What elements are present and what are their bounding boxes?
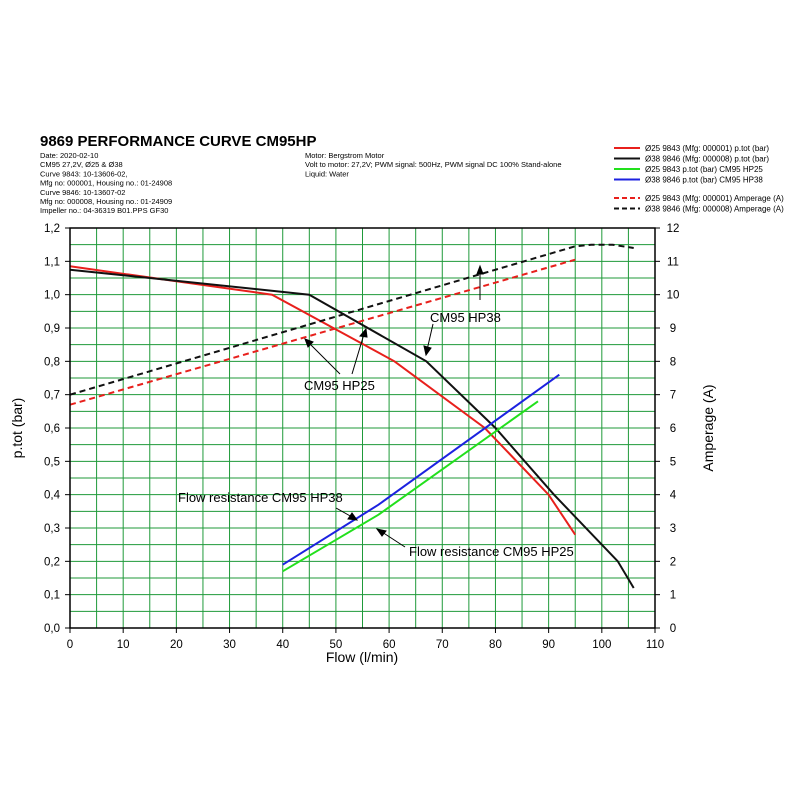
x-tick-label: 110 [646, 639, 664, 651]
info-text: Volt to motor: 27,2V; PWM signal: 500Hz,… [305, 160, 562, 169]
y2-tick-label: 8 [670, 356, 676, 368]
annotation: Flow resistance CM95 HP38 [178, 490, 343, 505]
y2-tick-label: 10 [667, 290, 680, 302]
info-text: Mfg no: 000001, Housing no.: 01-24908 [40, 179, 172, 188]
x-tick-label: 60 [383, 639, 396, 651]
y-tick-label: 1,1 [44, 256, 60, 268]
arrow [308, 342, 341, 375]
info-text: Curve 9846: 10-13607-02 [40, 188, 125, 197]
x-tick-label: 80 [489, 639, 502, 651]
x-tick-label: 10 [117, 639, 130, 651]
x-tick-label: 20 [170, 639, 183, 651]
plot-frame [69, 227, 656, 629]
chart-title: 9869 PERFORMANCE CURVE CM95HP [40, 133, 316, 150]
legend: Ø25 9843 (Mfg: 000001) p.tot (bar) Ø38 98… [614, 144, 784, 214]
info-text: CM95 27,2V, Ø25 & Ø38 [40, 160, 123, 169]
y2-tick-label: 2 [670, 556, 676, 568]
arrow [426, 323, 434, 351]
legend-label: Ø38 9846 (Mfg: 000008) Amperage (A) [645, 205, 784, 214]
arrow-head [359, 327, 368, 338]
y2-tick-label: 9 [670, 323, 676, 335]
y2-tick-label: 6 [670, 423, 676, 435]
legend-label: Ø25 9843 (Mfg: 000001) Amperage (A) [645, 194, 784, 203]
series-line [282, 373, 560, 566]
x-tick-label: 100 [592, 639, 611, 651]
x-tick-label: 40 [276, 639, 289, 651]
info-text: Liquid: Water [305, 169, 349, 178]
annotation: Flow resistance CM95 HP25 [409, 544, 574, 559]
y2-tick-label: 11 [667, 256, 679, 268]
x-tick-label: 90 [542, 639, 555, 651]
y2-axis-label: Amperage (A) [700, 384, 716, 471]
annotations [304, 264, 484, 548]
arrow [351, 333, 365, 375]
arrow-head [423, 345, 432, 357]
x-axis-label: Flow (l/min) [326, 649, 398, 665]
legend-label: Ø25 9843 (Mfg: 000001) p.tot (bar) [645, 144, 769, 153]
annotation: CM95 HP25 [304, 378, 375, 393]
info-text: Mfg no: 000008, Housing no.: 01-24909 [40, 197, 172, 206]
x-tick-label: 70 [436, 639, 449, 651]
y-tick-label: 0,9 [44, 323, 60, 335]
series-line [69, 265, 577, 536]
x-tick-label: 30 [223, 639, 236, 651]
legend-label: Ø38 9846 p.tot (bar) CM95 HP38 [645, 176, 763, 185]
y2-tick-label: 0 [670, 623, 676, 635]
y-tick-label: 0,8 [44, 356, 60, 368]
y-tick-label: 1,0 [44, 290, 60, 302]
y2-tick-label: 12 [667, 223, 680, 235]
y-tick-label: 0,5 [44, 456, 60, 468]
series-line [69, 268, 635, 589]
y-tick-label: 0,0 [44, 623, 60, 635]
legend-label: Ø25 9843 p.tot (bar) CM95 HP25 [645, 165, 763, 174]
y-axis-label: p.tot (bar) [9, 398, 25, 459]
info-text: Motor: Bergstrom Motor [305, 151, 385, 160]
y2-tick-label: 7 [670, 390, 676, 402]
legend-label: Ø38 9846 (Mfg: 000008) p.tot (bar) [645, 155, 769, 164]
x-tick-label: 0 [67, 639, 73, 651]
y-tick-label: 0,6 [44, 423, 60, 435]
grid: 0 10 20 30 40 50 60 70 80 90 100 1100,00,10,20,30,4… [44, 223, 679, 651]
y-tick-label: 0,7 [44, 390, 60, 402]
arrow-head [476, 264, 484, 275]
y-tick-label: 0,3 [44, 523, 60, 535]
annotation: CM95 HP38 [430, 310, 501, 325]
info-text: Date: 2020-02-10 [40, 151, 98, 160]
y-tick-label: 0,1 [44, 590, 60, 602]
x-tick-label: 50 [330, 639, 343, 651]
info-text: Impeller no.: 04-36319 B01.PPS GF30 [40, 206, 168, 215]
arrow [381, 531, 406, 548]
arrow-head [304, 338, 314, 348]
y-tick-label: 0,2 [44, 556, 60, 568]
series-line [69, 258, 576, 406]
y2-tick-label: 3 [670, 523, 676, 535]
y-tick-label: 1,2 [44, 223, 60, 235]
arrow [335, 507, 353, 518]
info-text: Curve 9843: 10-13606-02, [40, 169, 128, 178]
series-line [282, 400, 539, 573]
arrow-head [347, 512, 359, 521]
y2-tick-label: 5 [670, 456, 676, 468]
arrow-head [375, 528, 387, 537]
plot [69, 243, 635, 589]
series-line [69, 243, 634, 396]
y-tick-label: 0,4 [44, 490, 61, 502]
y2-tick-label: 1 [670, 590, 676, 602]
y2-tick-label: 4 [670, 490, 677, 502]
